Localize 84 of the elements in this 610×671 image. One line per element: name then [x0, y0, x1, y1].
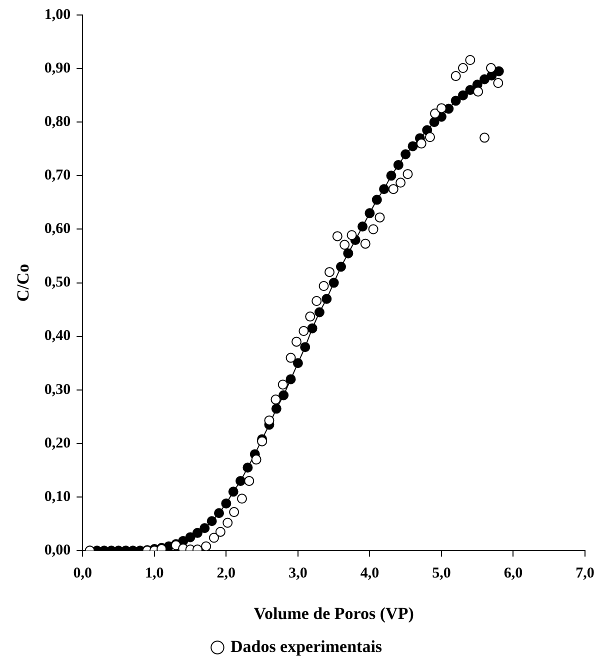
point	[222, 518, 233, 528]
x-tick-label: 1,0	[145, 565, 164, 582]
y-tick-label: 0,50	[44, 274, 71, 291]
point	[214, 508, 224, 518]
x-tick-label: 6,0	[504, 565, 523, 582]
point	[278, 380, 288, 390]
point	[458, 90, 468, 100]
point	[236, 476, 246, 486]
point	[292, 358, 303, 368]
point	[372, 194, 382, 205]
point	[185, 532, 196, 542]
x-tick-label: 3,0	[288, 565, 308, 582]
y-tick-label: 0,60	[44, 221, 71, 238]
x-tick-label: 0,0	[73, 565, 92, 582]
y-tick-label: 0,90	[44, 60, 71, 76]
point	[322, 294, 332, 304]
point	[494, 66, 504, 76]
point	[228, 486, 238, 497]
point	[480, 132, 490, 143]
point	[450, 71, 461, 82]
point	[429, 117, 440, 128]
y-tick-label: 0,30	[44, 382, 71, 398]
point	[336, 262, 346, 272]
legend-label: Dados experimentais	[230, 636, 382, 656]
y-tick-label: 0,80	[44, 114, 71, 130]
point	[458, 63, 468, 74]
point	[286, 352, 296, 363]
point	[374, 212, 385, 222]
point	[271, 404, 282, 414]
x-tick-label: 7,0	[576, 565, 594, 582]
point	[200, 523, 210, 534]
y-tick-label: 0,70	[44, 168, 71, 184]
point	[215, 526, 226, 537]
point	[364, 208, 375, 218]
point	[305, 312, 316, 322]
y-tick-label: 0,10	[44, 488, 71, 505]
point	[286, 374, 296, 384]
point	[360, 238, 370, 249]
point	[300, 342, 310, 352]
point	[346, 230, 357, 240]
point	[206, 516, 217, 526]
point	[307, 323, 318, 334]
point	[264, 415, 274, 426]
point	[236, 494, 247, 504]
point	[386, 170, 396, 181]
point	[324, 267, 335, 278]
point	[229, 507, 240, 518]
x-tick-label: 4,0	[360, 565, 380, 582]
point	[318, 281, 329, 292]
point	[332, 231, 342, 242]
x-axis-title: Volume de Poros (VP)	[254, 604, 414, 624]
point	[480, 74, 490, 84]
point	[343, 248, 354, 258]
point	[450, 96, 461, 106]
point	[424, 132, 435, 142]
point	[221, 498, 232, 508]
x-tick-label: 5,0	[432, 565, 451, 582]
point	[400, 149, 411, 160]
point	[314, 307, 324, 318]
point	[408, 141, 418, 152]
point	[292, 336, 302, 347]
point	[416, 138, 426, 149]
point	[493, 78, 504, 88]
point	[340, 240, 350, 250]
x-tick-label: 2,0	[216, 565, 236, 582]
point	[192, 528, 202, 538]
y-tick-label: 0,20	[44, 435, 71, 452]
point	[402, 169, 413, 180]
point	[388, 184, 398, 194]
point	[396, 178, 406, 188]
point	[368, 224, 378, 234]
y-tick-label: 1,00	[44, 6, 71, 23]
point	[242, 462, 253, 473]
point	[393, 160, 404, 170]
point	[379, 184, 390, 194]
point	[278, 390, 289, 400]
point	[358, 222, 368, 232]
point	[312, 296, 322, 306]
y-tick-label: 0,40	[44, 328, 71, 344]
y-axis-title: C/Co	[14, 264, 33, 302]
point	[465, 54, 476, 65]
y-tick-label: 0,00	[44, 542, 71, 558]
point	[251, 454, 262, 465]
point	[328, 278, 339, 288]
